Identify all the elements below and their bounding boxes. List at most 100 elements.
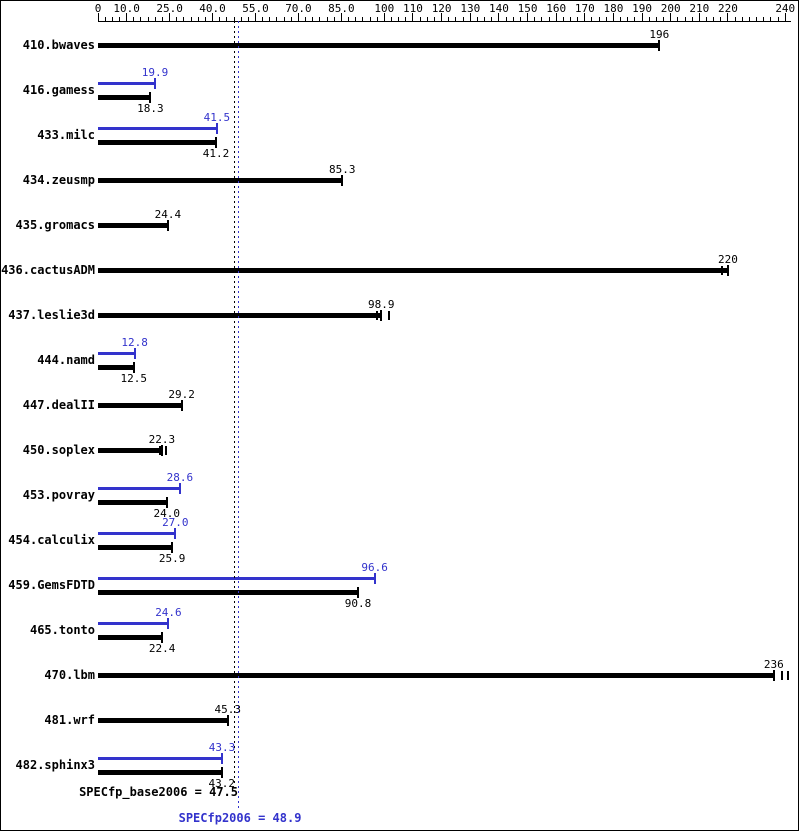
peak-bar-end-cap [167,618,170,629]
x-axis-minor-tick [204,17,206,21]
x-axis-tick-label: 210 [689,2,710,15]
x-axis-minor-tick [376,17,378,21]
x-axis-minor-tick [362,17,364,21]
benchmark-label: 437.leslie3d [8,308,95,322]
base-run-mark [376,311,379,320]
x-axis-minor-tick [655,17,657,21]
x-axis-major-tick [527,13,529,21]
benchmark-label: 465.tonto [29,623,95,637]
x-axis-minor-tick [154,17,156,21]
peak-bar [98,577,375,580]
x-axis-major-tick [97,13,99,21]
peak-value-label: 27.0 [162,516,189,529]
base-bar [98,223,168,228]
base-bar-end-cap [214,137,217,148]
base-value-label: 22.3 [148,433,176,446]
x-axis-minor-tick [391,17,393,21]
base-bar [98,140,216,145]
x-axis-tick-label: 100 [374,2,395,15]
x-axis-minor-tick [240,17,242,21]
x-axis-major-tick [340,13,342,21]
base-bar-end-cap [658,40,661,51]
x-axis-major-tick [126,13,128,21]
x-axis-major-tick [469,13,471,21]
x-axis-minor-tick [104,17,106,21]
x-axis-major-tick [727,13,729,21]
x-axis-tick-label: 190 [632,2,653,15]
x-axis-tick-label: 220 [718,2,738,15]
x-axis-major-tick [612,13,614,21]
base-bar [98,43,660,48]
x-axis-minor-tick [491,17,493,21]
base-bar [98,403,182,408]
x-axis-minor-tick [777,17,779,21]
x-axis-tick-label: 130 [460,2,481,15]
x-axis-tick-label: 40.0 [199,2,226,15]
x-axis-tick-label: 85.0 [328,2,355,15]
x-axis-minor-tick [569,17,571,21]
x-axis-tick-label: 70.0 [285,2,312,15]
x-axis-minor-tick [548,17,550,21]
base-bar [98,365,134,370]
x-axis-minor-tick [433,17,435,21]
x-axis-minor-tick [541,17,543,21]
base-run-mark [721,266,724,275]
peak-score-label: SPECfp2006 = 48.9 [178,811,302,825]
base-bar [98,718,228,723]
x-axis-minor-tick [684,17,686,21]
base-value-label: 236 [763,658,784,671]
base-bar-end-cap [357,587,359,598]
x-axis-minor-tick [183,17,185,21]
base-value-label: 196 [649,28,670,41]
peak-reference-line [237,21,239,809]
x-axis-tick-label: 160 [546,2,567,15]
peak-bar-end-cap [133,348,136,359]
base-bar-end-cap [161,632,164,643]
x-axis-minor-tick [262,17,264,21]
base-bar-end-cap [726,265,729,276]
x-axis-minor-tick [448,17,450,21]
x-axis-minor-tick [519,17,521,21]
base-run-mark [387,311,390,320]
base-bar [98,95,151,100]
x-axis-minor-tick [605,17,607,21]
x-axis-tick-label: 140 [488,2,509,15]
x-axis-minor-tick [312,17,314,21]
base-value-label: 18.3 [137,102,164,115]
x-axis-major-tick [441,13,443,21]
peak-bar-end-cap [220,753,223,764]
base-bar-end-cap [166,220,169,231]
peak-value-label: 43.3 [208,741,236,754]
base-bar [98,673,774,678]
base-value-label: 85.3 [329,163,356,176]
benchmark-label: 450.soplex [22,443,95,457]
x-axis-major-tick [212,13,214,21]
x-axis-tick-label: 200 [660,2,681,15]
x-axis-major-tick [670,13,672,21]
x-axis-minor-tick [118,17,120,21]
x-axis-minor-tick [333,17,335,21]
benchmark-label: 447.dealII [22,398,95,412]
x-axis-minor-tick [355,17,357,21]
base-run-mark [781,671,784,680]
peak-bar [98,532,176,535]
base-bar-end-cap [165,497,168,508]
x-axis-minor-tick [219,17,221,21]
x-axis-minor-tick [734,17,736,21]
x-axis-minor-tick [713,17,715,21]
x-axis-minor-tick [247,17,249,21]
x-axis-minor-tick [627,17,629,21]
x-axis-minor-tick [305,17,307,21]
x-axis-major-tick [254,13,256,21]
x-axis-minor-tick [419,17,421,21]
x-axis-minor-tick [233,17,235,21]
x-axis-major-tick [698,13,700,21]
base-value-label: 90.8 [344,597,372,610]
base-value-label: 43.2 [208,777,235,790]
x-axis-minor-tick [348,17,350,21]
x-axis-tick-label: 55.0 [242,2,269,15]
x-axis-minor-tick [620,17,622,21]
base-value-label: 45.3 [214,703,241,716]
base-bar [98,500,167,505]
